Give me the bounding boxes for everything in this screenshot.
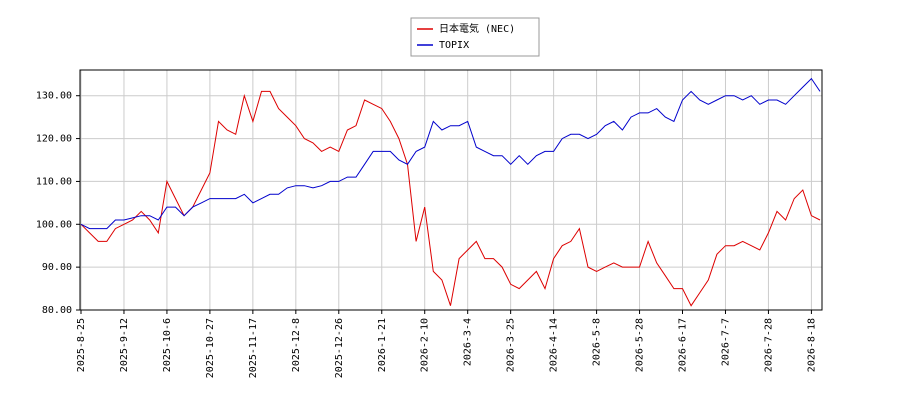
legend: 日本電気 (NEC) TOPIX <box>410 17 540 57</box>
x-tick-label: 2025-11-17 <box>248 318 259 378</box>
x-tick-label: 2026-5-8 <box>592 318 603 366</box>
legend-label: 日本電気 (NEC) <box>439 22 515 35</box>
x-tick-label: 2026-5-28 <box>635 318 646 372</box>
plot-frame <box>79 69 823 311</box>
y-tick-label: 90.00 <box>42 262 72 273</box>
y-tick-label: 110.00 <box>36 176 72 187</box>
y-tick-label: 100.00 <box>36 219 72 230</box>
x-tick-label: 2026-3-25 <box>506 318 517 372</box>
y-tick-label: 120.00 <box>36 134 72 145</box>
x-tick-label: 2026-8-18 <box>806 318 817 372</box>
line-series <box>80 90 821 307</box>
legend-box <box>410 17 540 57</box>
legend-label: TOPIX <box>439 40 469 51</box>
x-tick-label: 2025-8-25 <box>76 318 87 372</box>
x-tick-label: 2025-9-12 <box>119 318 130 372</box>
x-tick-label: 2026-4-14 <box>549 318 560 372</box>
x-tick-label: 2025-12-8 <box>291 318 302 372</box>
x-tick-label: 2025-10-6 <box>162 318 173 372</box>
y-tick-label: 130.00 <box>36 91 72 102</box>
x-tick-label: 2026-2-10 <box>420 318 431 372</box>
x-tick-label: 2026-6-17 <box>678 318 689 372</box>
y-tick-label: 80.00 <box>42 305 72 316</box>
x-tick-label: 2026-7-7 <box>720 318 731 366</box>
x-tick-label: 2025-12-26 <box>334 318 345 378</box>
x-tick-label: 2025-10-27 <box>205 318 216 378</box>
x-tick-label: 2026-7-28 <box>763 318 774 372</box>
x-tick-label: 2026-3-4 <box>463 318 474 366</box>
line-series <box>80 77 821 230</box>
x-tick-label: 2026-1-21 <box>377 318 388 372</box>
